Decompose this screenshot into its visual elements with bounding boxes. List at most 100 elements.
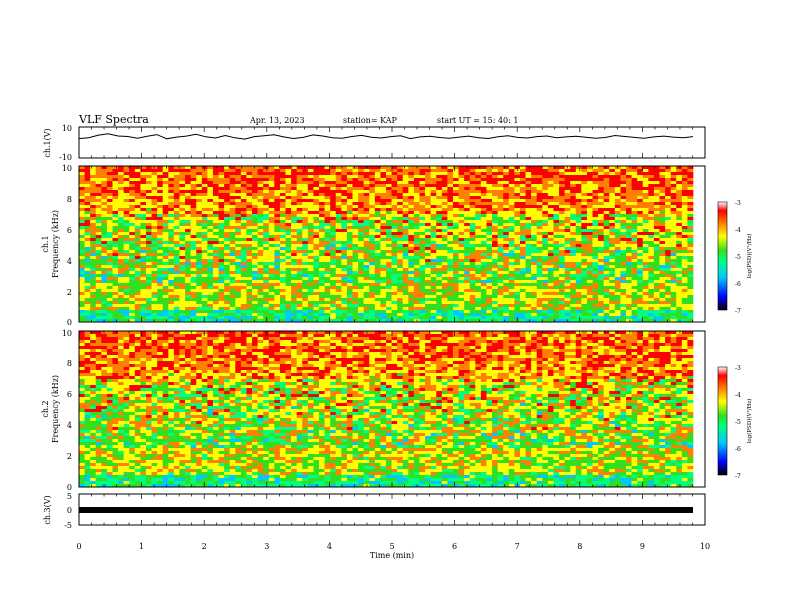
spectrogram-cell [413,253,420,257]
spectrogram-cell [185,283,191,287]
spectrogram-cell [441,274,448,278]
spectrogram-cell [90,241,97,245]
spectrogram-cell [101,244,108,248]
spectrogram-cell [531,220,538,224]
spectrogram-cell [447,226,454,230]
spectrogram-cell [570,286,577,290]
spectrogram-cell [425,268,431,272]
spectrogram-cell [335,301,342,305]
spectrogram-cell [257,193,264,197]
spectrogram-cell [553,304,560,308]
spectrogram-cell [397,292,404,296]
spectrogram-cell [118,214,124,218]
spectrogram-cell [145,289,152,293]
spectrogram-cell [224,292,231,296]
spectrogram-cell [341,229,348,233]
spectrogram-cell [603,202,610,206]
spectrogram-cell [173,310,180,314]
spectrogram-cell [609,208,616,212]
spectrogram-cell [134,205,141,209]
spectrogram-cell [123,196,130,200]
spectrogram-cell [525,280,532,284]
spectrogram-cell [547,175,554,179]
spectrogram-cell [229,268,236,272]
spectrogram-cell [257,217,264,221]
spectrogram-cell [112,304,119,308]
spectrogram-cell [346,235,353,239]
spectrogram-cell [592,304,599,308]
spectrogram-cell [140,265,147,269]
spectrogram-cell [352,319,359,323]
spectrogram-cell [179,238,186,242]
spectrogram-cell [425,319,431,323]
spectrogram-cell [452,310,459,314]
spectrogram-cell [296,172,303,176]
spectrogram-cell [408,226,415,230]
spectrogram-cell [218,214,225,218]
spectrogram-cell [519,253,526,257]
spectrogram-cell [397,289,404,293]
spectrogram-cell [542,181,549,185]
spectrogram-cell [492,190,498,194]
spectrogram-cell [430,316,437,320]
spectrogram-cell [531,316,538,320]
spectrogram-cell [586,196,593,200]
spectrogram-cell [173,304,180,308]
spectrogram-cell [419,283,426,287]
spectrogram-cell [201,220,208,224]
spectrogram-cell [480,316,487,320]
spectrogram-cell [492,274,498,278]
spectrogram-cell [162,166,169,170]
spectrogram-cell [157,259,164,263]
spectrogram-cell [374,175,381,179]
spectrogram-cell [592,223,599,227]
spectrogram-cell [380,229,387,233]
spectrogram-cell [436,268,443,272]
spectrogram-cell [497,193,504,197]
spectrogram-cell [207,187,214,191]
spectrogram-cell [129,280,136,284]
spectrogram-cell [436,214,443,218]
spectrogram-cell [570,295,577,299]
spectrogram-cell [586,298,593,302]
spectrogram-cell [313,241,320,245]
spectrogram-cell [173,178,180,182]
spectrogram-cell [441,229,448,233]
spectrogram-cell [179,277,186,281]
spectrogram-cell [542,259,549,263]
spectrogram-cell [352,241,359,245]
spectrogram-cell [397,202,404,206]
spectrogram-cell [363,304,370,308]
spectrogram-cell [307,244,314,248]
spectrogram-cell [140,289,147,293]
spectrogram-cell [374,211,381,215]
spectrogram-cell [179,292,186,296]
spectrogram-cell [575,196,582,200]
spectrogram-cell [118,220,124,224]
spectrogram-cell [480,196,487,200]
spectrogram-cell [106,229,113,233]
spectrogram-cell [514,226,521,230]
spectrogram-cell [157,250,164,254]
spectrogram-cell [140,280,147,284]
spectrogram-cell [475,196,482,200]
spectrogram-cell [542,301,549,305]
spectrogram-cell [603,274,610,278]
spectrogram-cell [419,298,426,302]
spectrogram-cell [95,217,102,221]
spectrogram-cell [190,229,197,233]
spectrogram-cell [313,187,320,191]
spectrogram-cell [246,199,253,203]
spectrogram-cell [84,289,91,293]
spectrogram-cell [341,226,348,230]
spectrogram-cell [497,316,504,320]
spectrogram-cell [134,202,141,206]
spectrogram-cell [274,268,281,272]
spectrogram-cell [386,184,392,188]
spectrogram-cell [492,316,498,320]
ch1-axes-frame [78,126,706,159]
spectrogram-cell [452,286,459,290]
spectrogram-cell [497,307,504,311]
spectrogram-cell [179,205,186,209]
spectrogram-cell [118,190,124,194]
